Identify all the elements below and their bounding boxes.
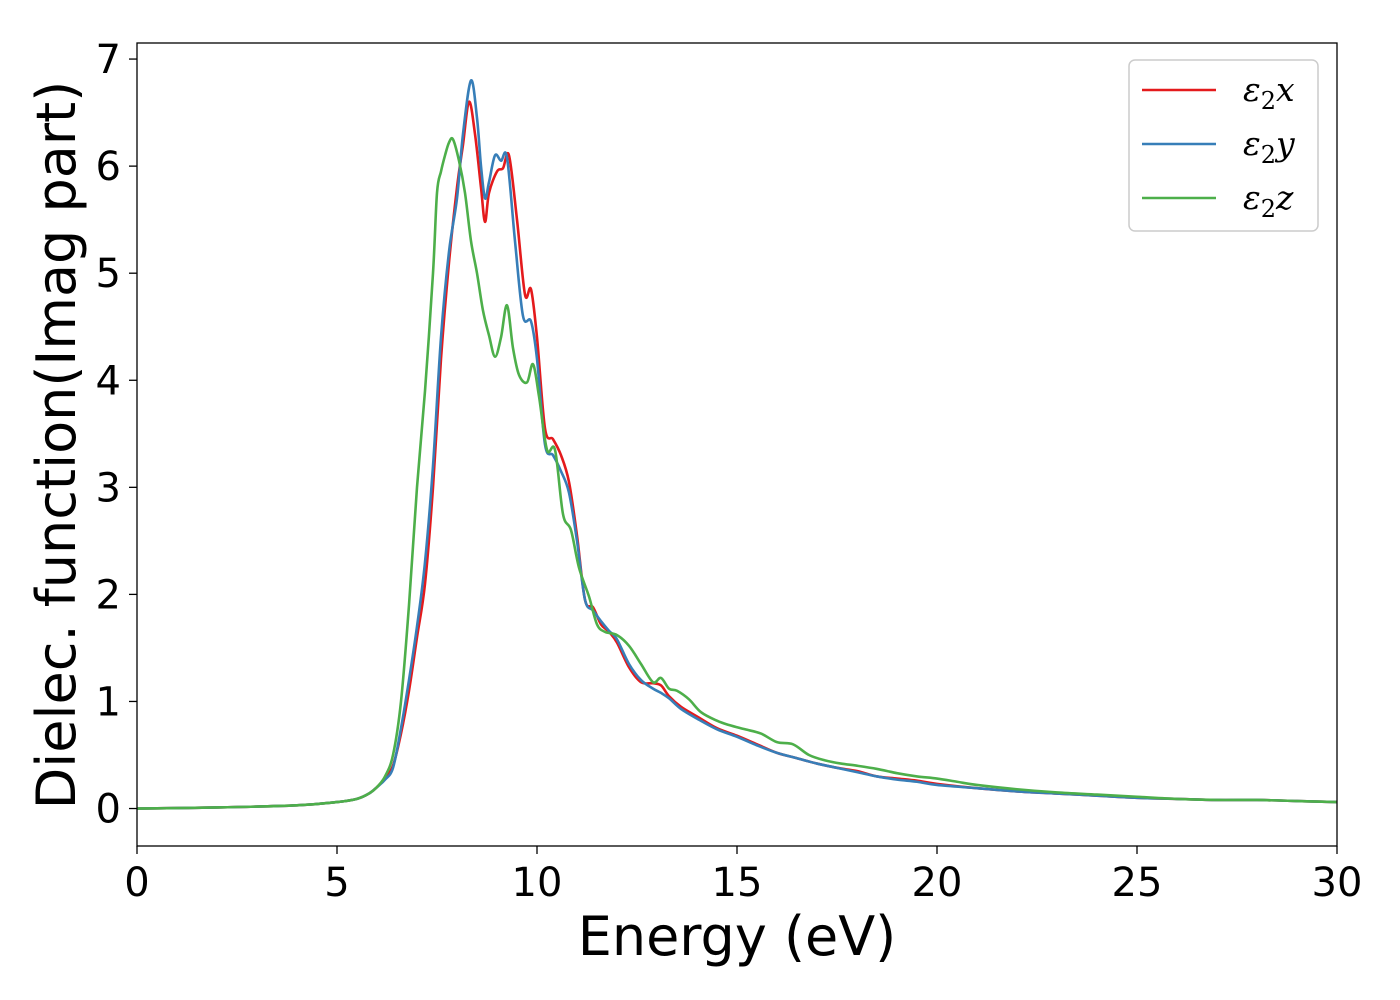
legend-label-x: ε2x xyxy=(1243,70,1295,115)
x-tick-label: 25 xyxy=(1112,860,1163,906)
legend-label-z: ε2z xyxy=(1243,178,1294,223)
legend-symbol: ε xyxy=(1243,178,1261,217)
y-tick-label: 0 xyxy=(96,787,121,833)
x-tick-label: 10 xyxy=(512,860,563,906)
y-tick-label: 3 xyxy=(96,465,121,511)
y-axis: 0 1 2 3 4 5 6 7 xyxy=(96,37,137,833)
legend-subscript: 2 xyxy=(1261,195,1276,223)
series-lines xyxy=(136,79,1338,810)
series-line-y xyxy=(136,79,1338,810)
legend-symbol: ε xyxy=(1243,124,1261,163)
x-tick-label: 5 xyxy=(324,860,349,906)
y-axis-title: Dielec. function(Imag part) xyxy=(25,81,88,810)
legend-component: y xyxy=(1274,124,1295,163)
legend-subscript: 2 xyxy=(1261,87,1276,115)
y-tick-label: 4 xyxy=(96,358,121,404)
y-tick-label: 7 xyxy=(96,37,121,83)
x-tick-label: 15 xyxy=(712,860,763,906)
y-tick-label: 2 xyxy=(96,572,121,618)
x-tick-label: 20 xyxy=(912,860,963,906)
x-axis-title: Energy (eV) xyxy=(578,905,897,968)
series-line-z xyxy=(136,136,1338,810)
y-tick-label: 1 xyxy=(96,679,121,725)
legend-component: z xyxy=(1275,178,1294,217)
x-tick-label: 0 xyxy=(124,860,149,906)
y-tick-label: 6 xyxy=(96,144,121,190)
x-tick-label: 30 xyxy=(1312,860,1363,906)
x-axis: 0 5 10 15 20 25 30 xyxy=(124,846,1362,906)
legend-box xyxy=(1128,59,1319,232)
legend-component: x xyxy=(1276,70,1295,109)
legend-symbol: ε xyxy=(1243,70,1261,109)
y-tick-label: 5 xyxy=(96,251,121,297)
legend-label-y: ε2y xyxy=(1243,124,1295,169)
legend-subscript: 2 xyxy=(1261,141,1276,169)
